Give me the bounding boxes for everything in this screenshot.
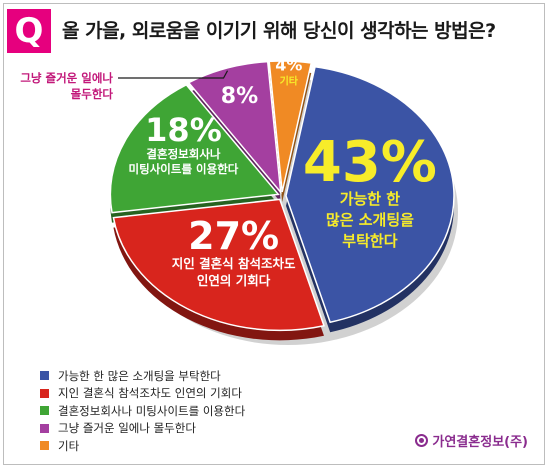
legend-swatch (40, 371, 49, 381)
pie-slice (112, 198, 325, 332)
legend-label: 기타 (58, 438, 80, 453)
brand-logo: 가연결혼정보(주) (415, 431, 528, 450)
legend-item: 기타 (40, 437, 245, 455)
slice-percent-label: 43% (303, 130, 437, 195)
slice-inner-label: 가능한 한 (340, 190, 401, 208)
pie-slice (285, 65, 455, 324)
slice-percent-label: 18% (145, 111, 222, 149)
legend-swatch (40, 406, 49, 416)
legend-swatch (40, 423, 49, 433)
callout-line (118, 70, 229, 79)
brand-name: 가연결혼정보(주) (432, 435, 528, 450)
question-title: 올 가을, 외로움을 이기기 위해 당신이 생각하는 방법은? (62, 20, 496, 42)
legend-label: 가능한 한 많은 소개팅을 부탁한다 (58, 368, 221, 383)
legend-label: 지인 결혼식 참석조차도 인연의 기회다 (58, 386, 242, 401)
callout-label: 몰두한다 (71, 87, 114, 101)
slice-inner-label: 기타 (280, 75, 299, 88)
pie-slice (109, 83, 280, 214)
slice-inner-label: 결혼정보회사나 (146, 147, 220, 161)
pie-slice (268, 60, 313, 193)
slice-percent-label: 27% (188, 214, 279, 258)
pie-slice (187, 60, 282, 195)
legend-swatch (40, 388, 49, 398)
legend-item: 결혼정보회사나 미팅사이트를 이용한다 (40, 402, 245, 420)
callout-label: 그냥 즐거운 일에나 (20, 71, 113, 85)
legend-item: 그냥 즐거운 일에나 몰두한다 (40, 420, 245, 438)
slice-percent-label: 4% (275, 56, 302, 75)
legend-item: 지인 결혼식 참석조차도 인연의 기회다 (40, 385, 245, 403)
brand-logo-icon (415, 434, 429, 447)
legend-item: 가능한 한 많은 소개팅을 부탁한다 (40, 367, 245, 385)
slice-inner-label: 인연의 기회다 (197, 273, 271, 288)
legend-label: 결혼정보회사나 미팅사이트를 이용한다 (58, 403, 246, 418)
slice-inner-label: 많은 소개팅을 (326, 211, 414, 229)
q-badge: Q (7, 9, 51, 53)
slice-inner-label: 미팅사이트를 이용한다 (129, 162, 239, 176)
slice-inner-label: 지인 결혼식 참석조차도 (172, 256, 296, 271)
legend-swatch (40, 441, 49, 451)
slice-percent-label: 8% (221, 84, 258, 109)
slice-inner-label: 부탁한다 (342, 232, 397, 250)
legend-label: 그냥 즐거운 일에나 몰두한다 (58, 421, 196, 436)
